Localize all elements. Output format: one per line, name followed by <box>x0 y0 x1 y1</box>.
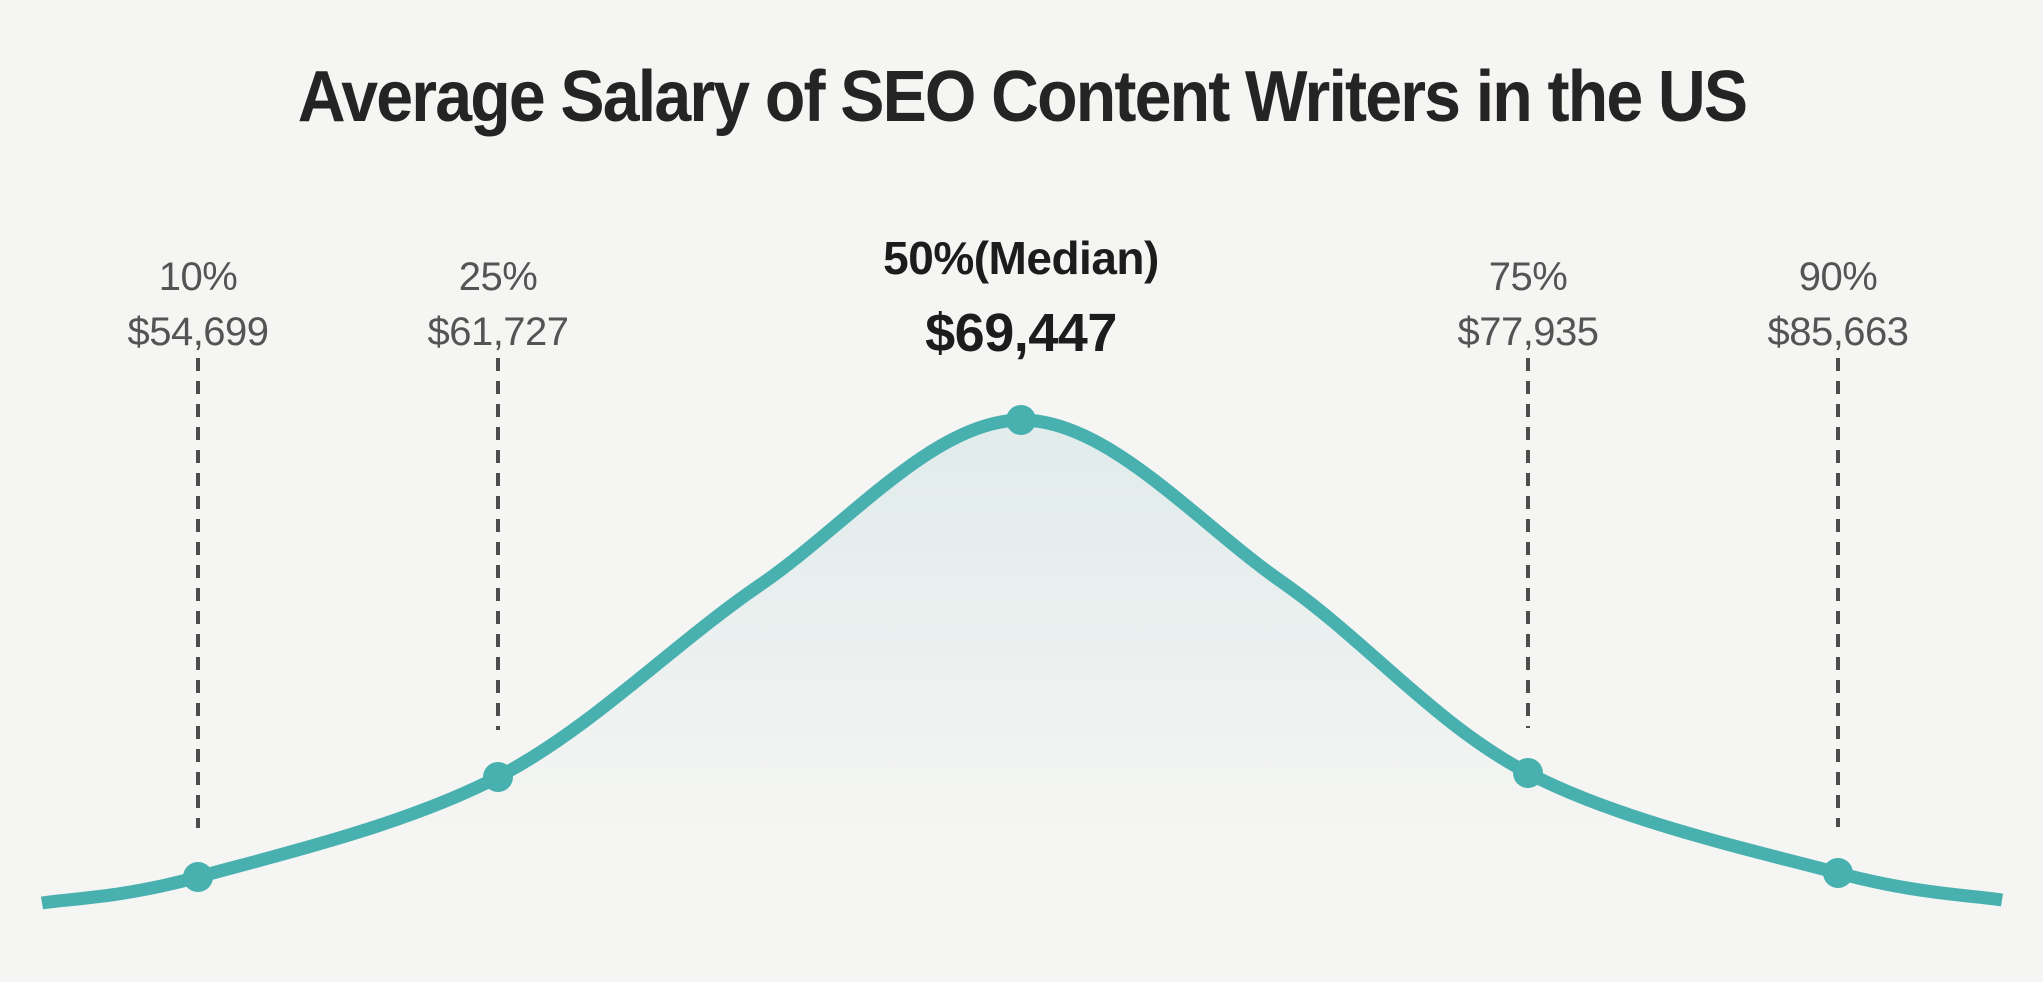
percentile-text: 75% <box>1488 255 1568 299</box>
percentile-dot <box>1513 758 1543 788</box>
percentile-label-75: 75% $77,935 <box>1457 250 1599 360</box>
salary-text: $69,447 <box>925 302 1117 363</box>
percentile-label-10: 10% $54,699 <box>127 250 269 360</box>
percentile-dot <box>483 762 513 792</box>
percentile-dot <box>1823 858 1853 888</box>
percentile-text: 10% <box>158 255 238 299</box>
salary-text: $77,935 <box>1457 310 1599 355</box>
percentile-text: 50%(Median) <box>883 232 1159 284</box>
percentile-label-90: 90% $85,663 <box>1767 250 1909 360</box>
percentile-text: 90% <box>1798 255 1878 299</box>
salary-text: $54,699 <box>127 310 269 355</box>
salary-text: $61,727 <box>427 310 569 355</box>
percentile-label-median: 50%(Median) $69,447 <box>883 230 1159 370</box>
salary-text: $85,663 <box>1767 310 1909 355</box>
curve-area-fill <box>42 419 2002 982</box>
percentile-text: 25% <box>458 255 538 299</box>
percentile-label-25: 25% $61,727 <box>427 250 569 360</box>
percentile-dot <box>183 862 213 892</box>
chart-title: Average Salary of SEO Content Writers in… <box>297 57 1747 137</box>
percentile-dot <box>1006 405 1036 435</box>
